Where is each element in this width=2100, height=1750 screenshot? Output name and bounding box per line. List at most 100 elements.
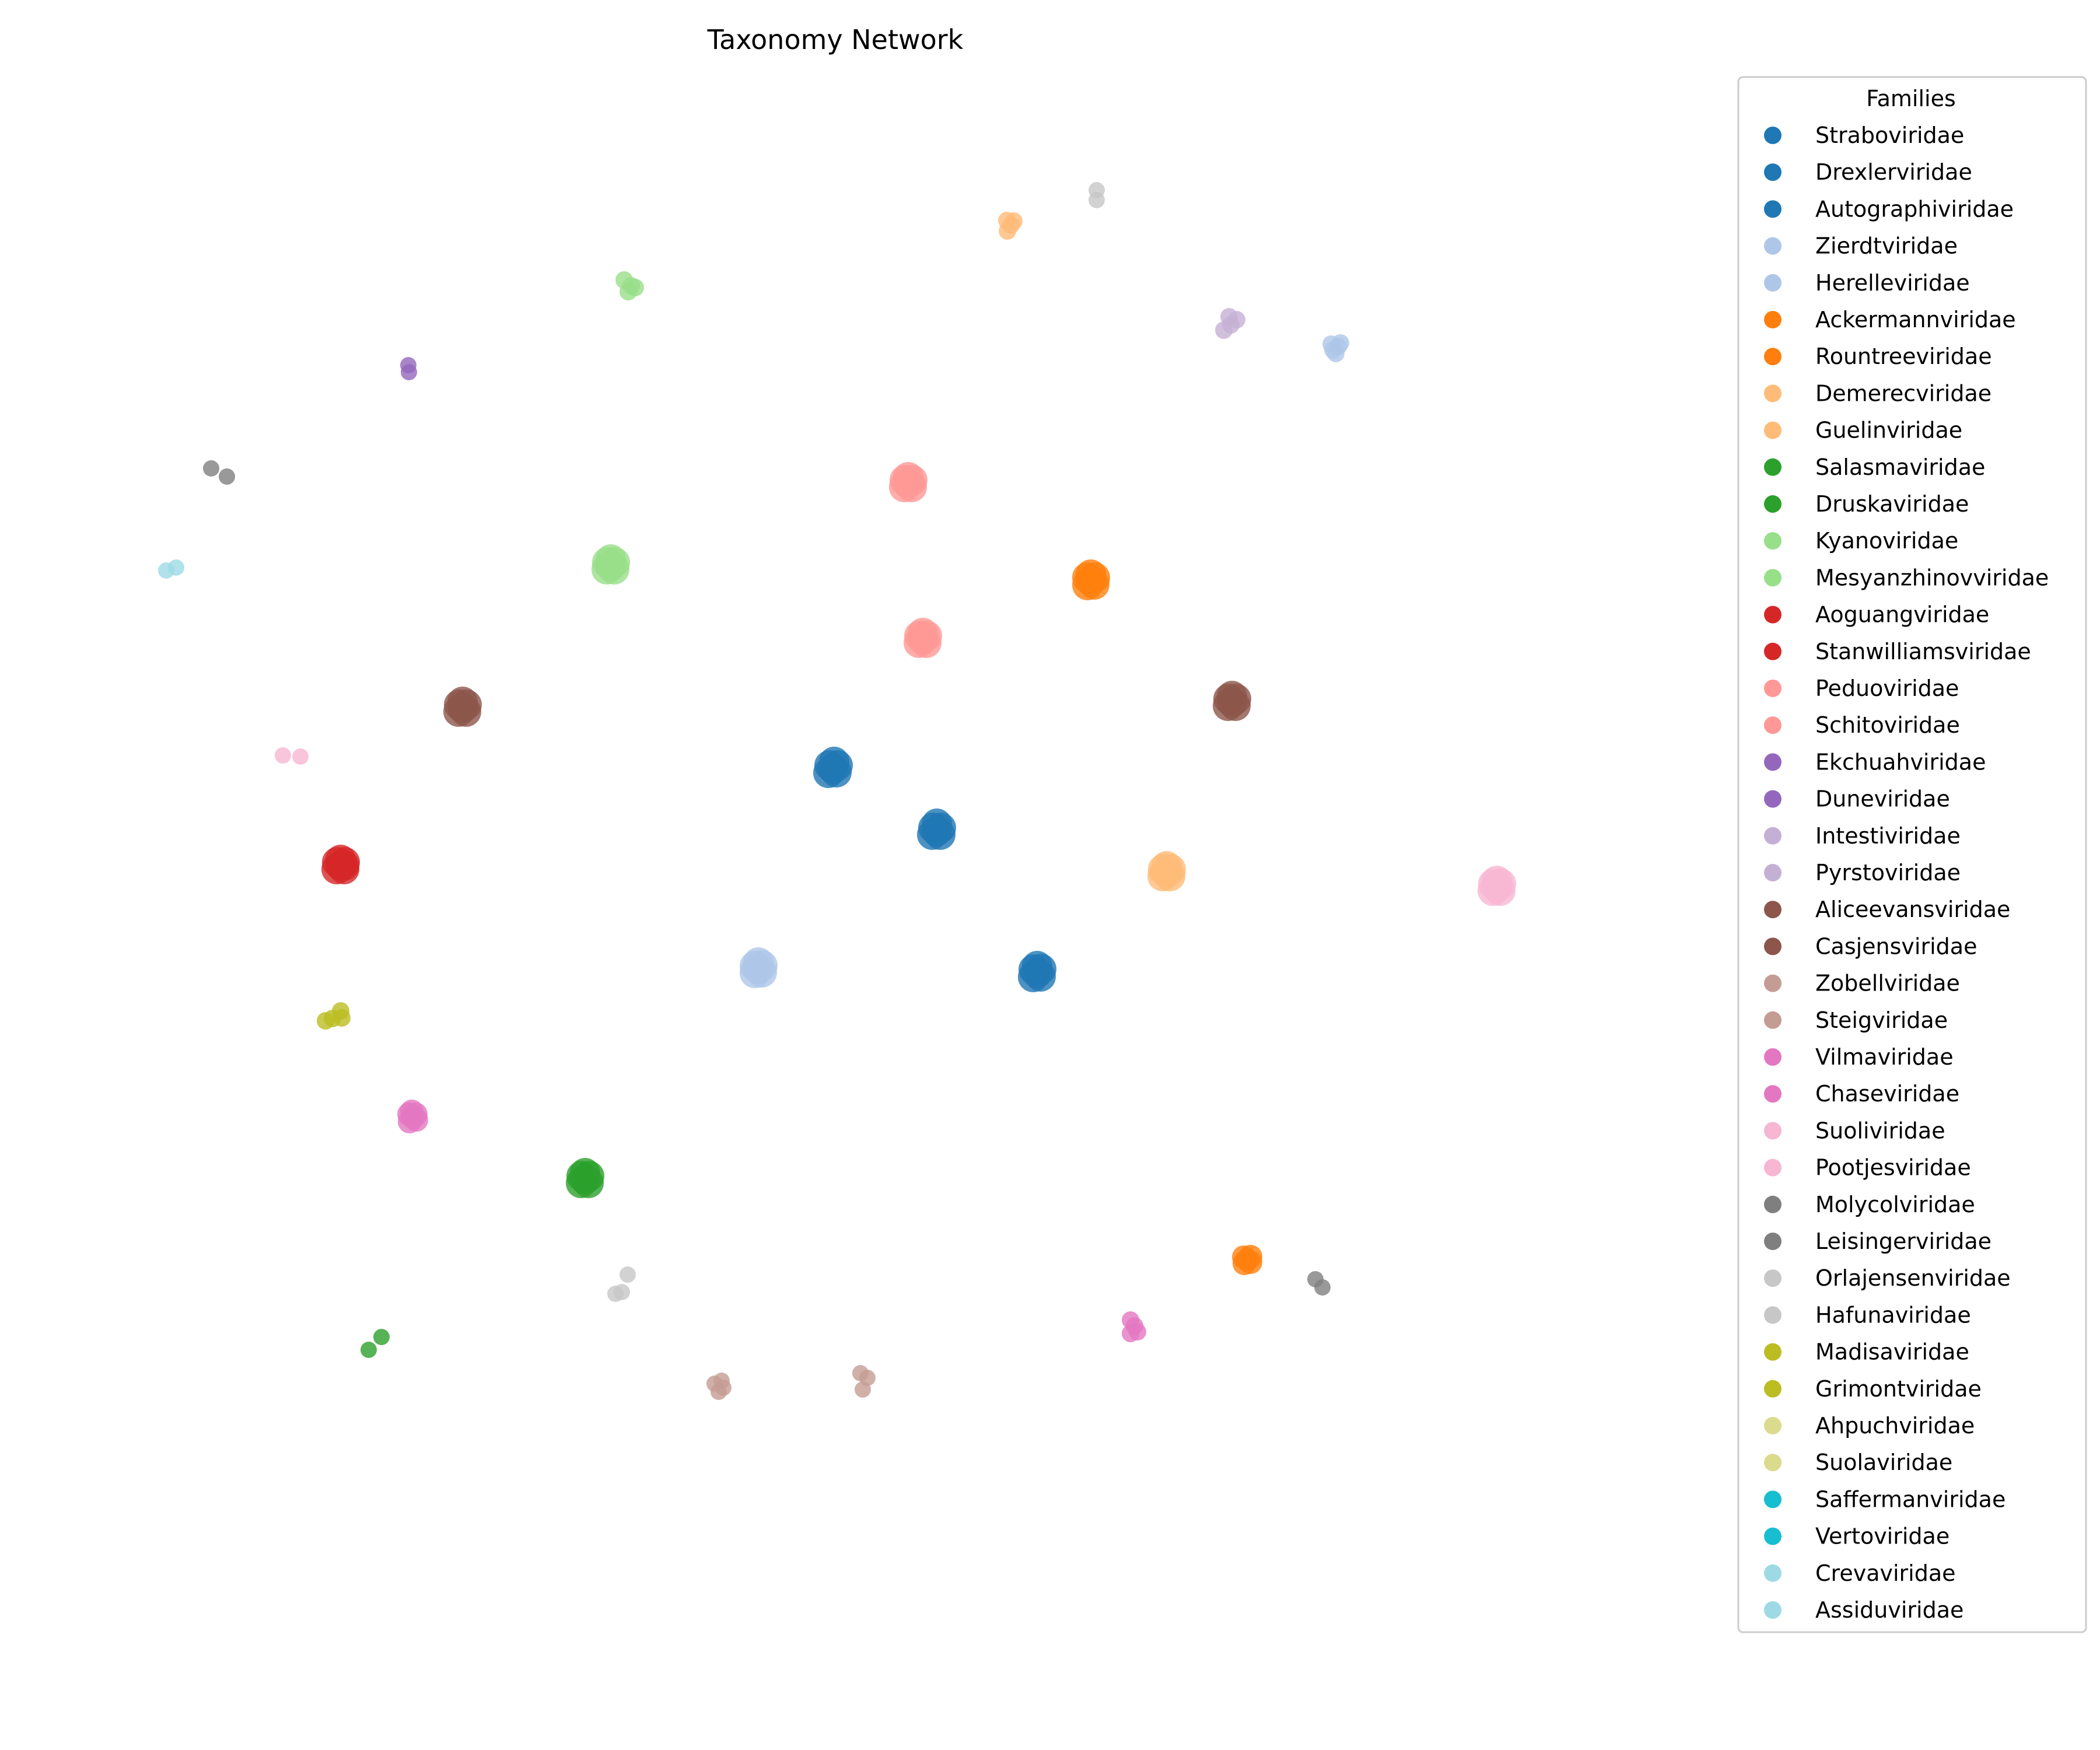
legend-marker [1764, 1343, 1782, 1361]
legend-marker [1764, 937, 1782, 956]
node-cluster [592, 544, 630, 584]
data-point [1217, 681, 1247, 711]
node-cluster [917, 808, 956, 850]
legend-item: Straboviridae [1764, 123, 1964, 148]
legend-marker [1764, 1527, 1782, 1545]
legend-label: Schitoviridae [1815, 712, 1960, 738]
data-point [329, 850, 359, 881]
legend-item: Schitoviridae [1764, 712, 1960, 738]
data-point [1314, 1279, 1331, 1296]
legend-marker [1764, 642, 1782, 660]
legend-marker [1764, 200, 1782, 218]
legend-label: Ekchuahviridae [1815, 749, 1986, 775]
legend-label: Peduoviridae [1815, 676, 1959, 701]
legend-item: Crevaviridae [1764, 1560, 1956, 1586]
node-cluster [1322, 334, 1349, 362]
legend-item: Molycolviridae [1764, 1192, 1975, 1217]
legend-marker [1764, 864, 1782, 881]
data-point [324, 1010, 341, 1027]
node-cluster [443, 687, 482, 727]
legend-title: Families [1866, 86, 1956, 111]
legend-item: Suoliviridae [1764, 1118, 1945, 1143]
legend-marker [1764, 1011, 1782, 1029]
legend-marker [1764, 163, 1782, 181]
legend-label: Chaseviridae [1815, 1081, 1959, 1107]
legend-label: Duneviridae [1815, 786, 1950, 812]
legend-item: Vertoviridae [1764, 1524, 1950, 1549]
legend-item: Druskaviridae [1764, 491, 1969, 517]
legend-item: Assiduviridae [1764, 1597, 1964, 1623]
node-cluster [1232, 1245, 1262, 1275]
node-cluster [889, 462, 928, 502]
legend-marker [1764, 569, 1782, 587]
legend-label: Zobellviridae [1815, 971, 1960, 996]
legend-item: Steigviridae [1764, 1007, 1948, 1033]
legend-item: Salasmaviridae [1764, 454, 1985, 480]
legend-label: Suoliviridae [1815, 1118, 1945, 1143]
node-cluster [706, 1373, 732, 1400]
legend-marker [1764, 1454, 1782, 1472]
node-cluster [1088, 182, 1105, 208]
node-cluster [607, 1266, 636, 1302]
legend-label: Ahpuchviridae [1815, 1413, 1975, 1438]
legend-item: Suolaviridae [1764, 1450, 1952, 1475]
legend-marker [1764, 495, 1782, 513]
legend-label: Zierdtviridae [1815, 233, 1958, 259]
data-point [1088, 192, 1105, 208]
legend-marker [1764, 1085, 1782, 1103]
node-cluster [740, 947, 778, 988]
legend-item: Stanwilliamsviridae [1764, 639, 2031, 664]
node-cluster [813, 747, 853, 788]
legend-item: Hafunaviridae [1764, 1302, 1971, 1328]
data-point [1002, 216, 1020, 234]
data-point [855, 1381, 871, 1398]
node-cluster [1147, 851, 1186, 891]
legend-label: Stanwilliamsviridae [1815, 639, 2031, 664]
data-point [1329, 338, 1347, 355]
legend-item: Intestiviridae [1764, 823, 1961, 849]
legend-item: Chaseviridae [1764, 1081, 1959, 1107]
legend-label: Leisingerviridae [1815, 1228, 1992, 1254]
legend-marker [1764, 974, 1782, 992]
legend-item: Drexlerviridae [1764, 159, 1972, 185]
legend-marker [1764, 753, 1782, 771]
data-point [400, 1100, 424, 1123]
node-cluster [615, 271, 644, 300]
legend-item: Saffermanviridae [1764, 1486, 2006, 1512]
legend-marker [1764, 1195, 1782, 1213]
legend-item: Duneviridae [1764, 786, 1950, 812]
data-point [292, 748, 309, 765]
legend-marker [1764, 1601, 1782, 1619]
legend-item: Kyanoviridae [1764, 528, 1958, 554]
legend-label: Crevaviridae [1815, 1560, 1956, 1586]
legend-item: Ackermannviridae [1764, 307, 2016, 332]
legend-marker [1764, 1048, 1782, 1066]
data-point [570, 1158, 600, 1188]
data-point [620, 1266, 636, 1283]
legend-marker [1764, 127, 1782, 144]
data-point [1126, 1317, 1143, 1335]
legend-marker [1764, 1417, 1782, 1434]
legend-item: Herelleviridae [1764, 270, 1970, 296]
legend-label: Guelinviridae [1815, 418, 1962, 443]
data-point [715, 1380, 732, 1396]
node-cluster [1072, 559, 1110, 600]
legend-marker [1764, 421, 1782, 439]
node-cluster [566, 1158, 604, 1198]
legend-marker [1764, 1306, 1782, 1324]
legend-label: Grimontviridae [1815, 1376, 1982, 1402]
legend-item: Grimontviridae [1764, 1376, 1982, 1402]
data-point [275, 747, 291, 764]
legend-item: Aliceevansviridae [1764, 897, 2010, 922]
legend-item: Aoguangviridae [1764, 602, 1989, 628]
legend: Families Straboviridae Drexlerviridae Auto… [1737, 76, 2087, 1633]
data-point [922, 808, 952, 839]
legend-marker [1764, 532, 1782, 550]
node-cluster [400, 357, 417, 380]
legend-item: Leisingerviridae [1764, 1228, 1992, 1254]
data-point [1152, 851, 1182, 881]
legend-marker [1764, 790, 1782, 808]
legend-marker [1764, 348, 1782, 366]
node-cluster [321, 845, 360, 884]
